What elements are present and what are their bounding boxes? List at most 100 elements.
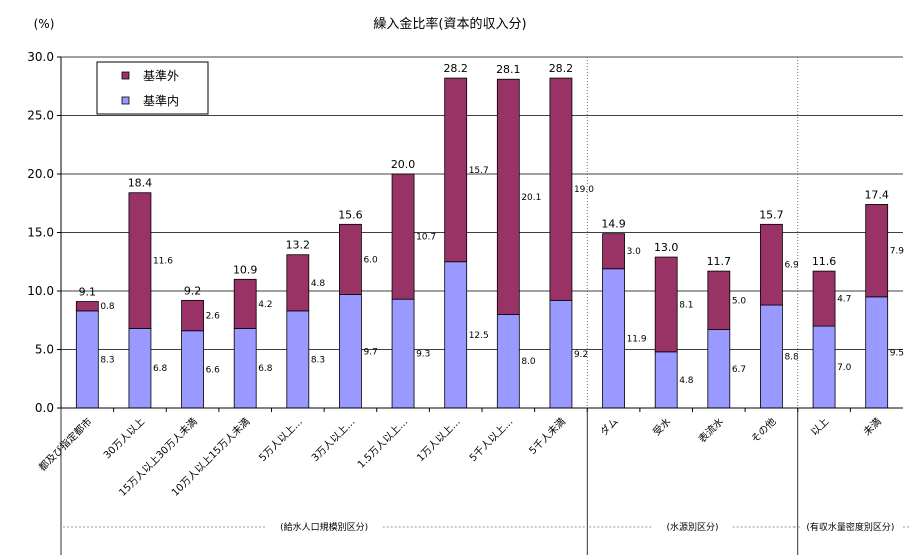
bar-segment-outer — [181, 299, 204, 332]
bar-segment-inner — [707, 329, 731, 409]
y-tick-label: 15.0 — [27, 226, 54, 240]
bar-total-label: 11.7 — [707, 255, 732, 268]
y-tick-label: 10.0 — [27, 284, 54, 298]
y-axis-unit-label: (%) — [34, 17, 55, 31]
x-category-label: 1.5万人以上… — [355, 416, 410, 471]
bar-total-label: 13.0 — [654, 241, 679, 254]
group-label: (給水人口規模別区分) — [280, 521, 368, 533]
x-category-label: その他 — [748, 415, 778, 445]
bar-total-label: 14.9 — [601, 218, 626, 231]
bar-segment-inner — [128, 328, 152, 409]
bars — [75, 77, 889, 409]
bar-total-label: 15.6 — [338, 208, 363, 221]
bar-segment-outer — [233, 278, 257, 329]
segment-label-inner: 11.9 — [627, 334, 647, 344]
bar-segment-outer — [75, 301, 99, 312]
segment-label-outer: 5.0 — [732, 296, 747, 306]
segment-label-outer: 7.9 — [890, 247, 905, 257]
segment-label-inner: 6.8 — [153, 364, 168, 374]
x-category-label: 5万人以上… — [257, 416, 305, 464]
bar-segment-outer — [286, 254, 310, 312]
segment-label-outer: 10.7 — [416, 233, 436, 243]
bar-segment-inner — [75, 310, 99, 409]
bar-total-label: 10.9 — [233, 263, 258, 276]
bar-total-label: 9.2 — [184, 284, 202, 297]
bar-segment-outer — [496, 78, 520, 315]
legend-box — [96, 61, 209, 115]
segment-label-outer: 8.1 — [679, 300, 693, 310]
bar-segment-inner — [339, 294, 362, 409]
bar-segment-inner — [654, 351, 678, 409]
bar-segment-inner — [549, 299, 573, 409]
bar-segment-outer — [444, 77, 468, 263]
bar-segment-outer — [760, 223, 783, 306]
segment-label-outer: 20.1 — [521, 193, 541, 203]
legend-swatch-inner — [121, 96, 130, 105]
legend-label-outer: 基準外 — [143, 68, 179, 83]
category-group-labels: (給水人口規模別区分) (水源別区分) (有収水量密度別区分) — [63, 521, 909, 533]
bar-segment-outer — [549, 77, 573, 301]
segment-label-inner: 4.8 — [679, 376, 694, 386]
bar-segment-outer — [391, 173, 415, 300]
x-category-label: 1万人以上… — [414, 416, 462, 464]
segment-label-inner: 8.3 — [311, 355, 325, 365]
y-tick-label: 5.0 — [35, 343, 54, 357]
segment-label-inner: 8.0 — [521, 357, 536, 367]
bar-segment-inner — [812, 325, 836, 409]
bar-segment-inner — [233, 328, 257, 409]
x-category-label: ダム — [597, 415, 620, 438]
x-category-label: 以上 — [809, 416, 832, 439]
x-category-label: 30万人以上 — [101, 416, 147, 462]
y-tick-label: 0.0 — [35, 401, 54, 415]
bar-segment-outer — [812, 270, 836, 327]
y-tick-label: 20.0 — [27, 167, 54, 181]
bar-total-label: 13.2 — [286, 239, 311, 252]
chart-title: 繰入金比率(資本的収入分) — [373, 16, 526, 32]
y-axis-ticks: 0.0 5.0 10.0 15.0 20.0 25.0 30.0 — [27, 50, 61, 415]
x-category-label: 都及び指定都市 — [36, 415, 95, 474]
x-category-label: 5千人以上… — [467, 416, 515, 464]
y-tick-label: 25.0 — [27, 109, 54, 123]
bar-segment-outer — [128, 192, 152, 329]
bar-total-label: 9.1 — [79, 286, 97, 299]
bar-total-label: 28.2 — [549, 62, 574, 75]
segment-label-inner: 9.3 — [416, 350, 430, 360]
bar-total-label: 28.2 — [443, 62, 468, 75]
bar-segment-inner — [865, 296, 889, 409]
segment-label-inner: 9.2 — [574, 350, 588, 360]
group-label: (有収水量密度別区分) — [806, 521, 894, 533]
bar-total-label: 15.7 — [759, 208, 784, 221]
bar-segment-inner — [760, 304, 783, 409]
y-tick-label: 30.0 — [27, 50, 54, 64]
segment-label-outer: 19.0 — [574, 185, 594, 195]
segment-label-inner: 9.5 — [890, 348, 904, 358]
axes — [60, 57, 903, 555]
segment-label-inner: 8.8 — [784, 353, 799, 363]
segment-label-outer: 4.7 — [837, 295, 851, 305]
x-category-label: 表流水 — [696, 415, 726, 445]
segment-label-outer: 6.0 — [363, 255, 378, 265]
x-category-label: 3万人以上… — [309, 416, 357, 464]
bar-segment-outer — [865, 204, 889, 298]
bar-segment-inner — [444, 261, 468, 409]
bar-segment-inner — [391, 298, 415, 409]
legend: 基準外 基準内 — [96, 61, 209, 115]
segment-label-inner: 7.0 — [837, 363, 852, 373]
segment-label-inner: 6.6 — [206, 365, 221, 375]
bar-total-label: 11.6 — [812, 255, 837, 268]
bar-segment-inner — [602, 268, 625, 409]
segment-label-outer: 15.7 — [469, 166, 489, 176]
segment-label-outer: 3.0 — [627, 247, 642, 257]
x-category-label: 受水 — [651, 416, 674, 439]
data-labels: 9.1 8.3 0.8 18.4 6.8 11.6 9.2 6.6 2.6 10.9 6.8 4.2 1… — [79, 62, 905, 386]
segment-label-inner: 9.7 — [363, 347, 377, 357]
legend-swatch-outer — [121, 71, 130, 80]
segment-label-inner: 6.8 — [258, 364, 273, 374]
legend-label-inner: 基準内 — [143, 93, 179, 108]
x-category-label: 5千人未満 — [527, 416, 568, 457]
segment-label-inner: 6.7 — [732, 365, 746, 375]
bar-segment-outer — [654, 256, 678, 353]
bar-segment-inner — [496, 313, 520, 409]
